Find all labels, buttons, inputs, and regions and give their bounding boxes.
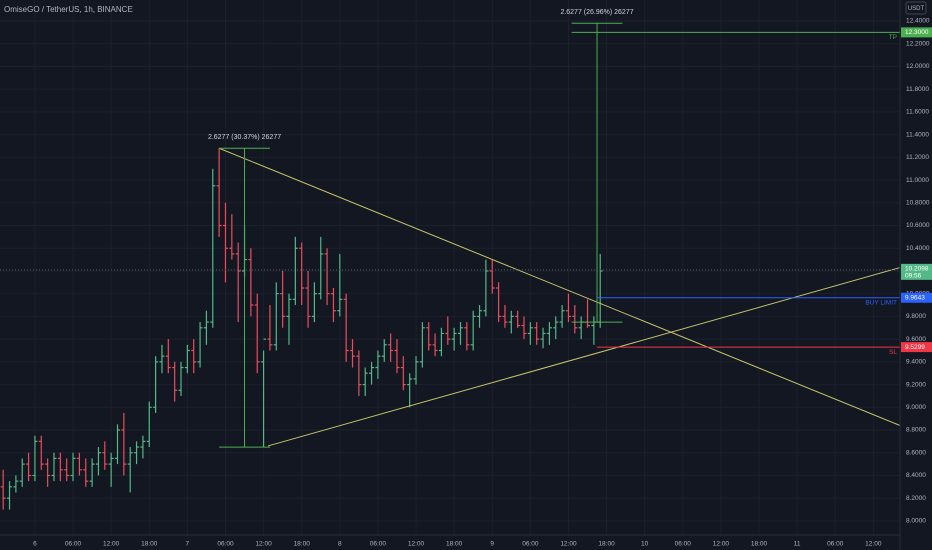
x-tick-label: 9 xyxy=(490,541,494,548)
x-tick-label: 06:00 xyxy=(65,541,82,548)
level-box xyxy=(901,27,932,38)
level-name: SL xyxy=(889,349,897,356)
level-label: 12.3000 xyxy=(905,29,929,36)
x-tick-label: 12:00 xyxy=(408,541,425,548)
y-tick-label: 8.2000 xyxy=(906,495,926,502)
x-tick-label: 12:00 xyxy=(865,541,882,548)
y-tick-label: 8.4000 xyxy=(906,472,926,479)
y-tick-label: 11.2000 xyxy=(906,154,929,161)
x-tick-label: 12:00 xyxy=(103,541,120,548)
y-tick-label: 11.4000 xyxy=(906,131,929,138)
y-tick-label: 9.2000 xyxy=(906,381,926,388)
currency-box xyxy=(905,1,927,15)
level-label: 9.9643 xyxy=(905,294,925,301)
y-tick-label: 11.8000 xyxy=(906,86,929,93)
x-tick-label: 18:00 xyxy=(751,541,768,548)
x-tick-label: 7 xyxy=(186,541,190,548)
y-tick-label: 12.0000 xyxy=(906,63,930,70)
y-tick-label: 11.0000 xyxy=(906,177,929,184)
current-price-label: 10.2098 xyxy=(905,266,929,273)
x-tick-label: 18:00 xyxy=(446,541,463,548)
level-box xyxy=(901,292,932,303)
x-tick-label: 6 xyxy=(33,541,37,548)
x-tick-label: 06:00 xyxy=(370,541,387,548)
y-tick-label: 12.4000 xyxy=(906,18,930,25)
currency: USDT xyxy=(908,6,925,12)
level-name: TP xyxy=(889,34,897,41)
y-tick-label: 10.6000 xyxy=(906,222,930,229)
y-tick-label: 9.6000 xyxy=(906,336,926,343)
x-tick-label: 06:00 xyxy=(827,541,844,548)
y-tick-label: 11.6000 xyxy=(906,109,929,116)
measure-label: 2.6277 (26.96%) 26277 xyxy=(560,9,633,16)
chart-title: OmiseGO / TetherUS, 1h, BINANCE xyxy=(4,5,133,14)
y-tick-label: 8.0000 xyxy=(906,518,926,525)
y-tick-label: 9.4000 xyxy=(906,359,926,366)
y-tick-label: 8.6000 xyxy=(906,449,926,456)
y-tick-label: 9.0000 xyxy=(906,404,926,411)
x-tick-label: 12:00 xyxy=(713,541,730,548)
level-label: 9.5299 xyxy=(905,344,925,351)
countdown-label: 09:56 xyxy=(905,273,922,280)
x-tick-label: 11 xyxy=(794,541,801,548)
x-tick-label: 12:00 xyxy=(255,541,272,548)
x-tick-label: 12:00 xyxy=(560,541,577,548)
y-tick-label: 9.8000 xyxy=(906,313,926,320)
x-tick-label: 10 xyxy=(641,541,649,548)
x-tick-label: 8 xyxy=(338,541,342,548)
x-tick-label: 18:00 xyxy=(141,541,158,548)
x-tick-label: 06:00 xyxy=(675,541,692,548)
y-tick-label: 8.8000 xyxy=(906,427,926,434)
x-tick-label: 06:00 xyxy=(522,541,539,548)
current-price-box xyxy=(901,263,932,280)
level-box xyxy=(901,342,932,353)
measure-label: 2.6277 (30.37%) 26277 xyxy=(208,134,281,141)
x-tick-label: 18:00 xyxy=(598,541,615,548)
y-tick-label: 12.2000 xyxy=(906,40,930,47)
x-tick-label: 06:00 xyxy=(217,541,234,548)
level-name: BUY LIMIT xyxy=(865,299,897,306)
y-tick-label: 10.8000 xyxy=(906,200,930,207)
x-tick-label: 18:00 xyxy=(294,541,311,548)
trendline xyxy=(218,147,901,426)
y-tick-label: 10.4000 xyxy=(906,245,930,252)
